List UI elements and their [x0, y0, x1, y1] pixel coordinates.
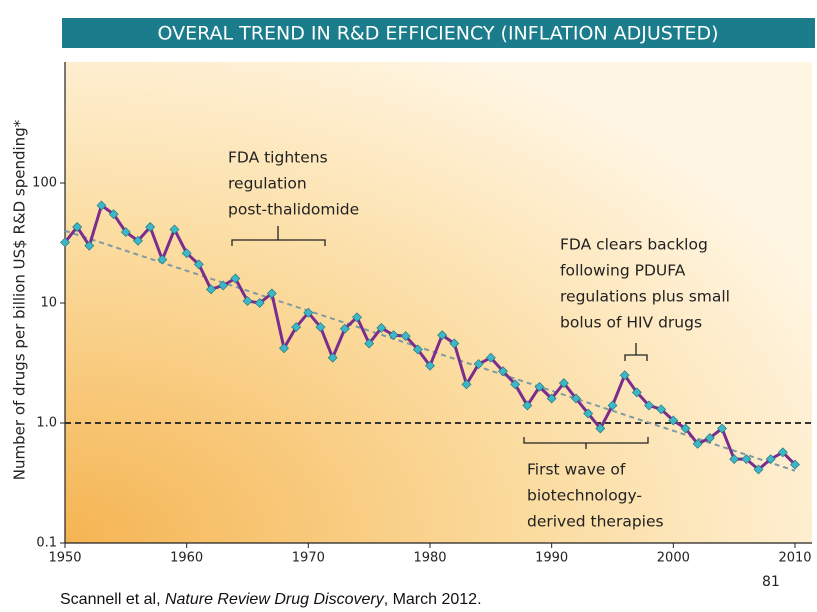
- annotation-text: FDA clears backlog: [560, 236, 708, 254]
- data-point: [729, 454, 740, 465]
- data-point: [315, 322, 326, 333]
- data-point: [339, 323, 350, 334]
- bracket: [624, 343, 648, 361]
- annotation-text: following PDUFA: [560, 262, 686, 280]
- data-point: [388, 330, 399, 341]
- data-point: [84, 240, 95, 251]
- annotation-text: FDA tightens: [228, 149, 328, 167]
- y-tick-label: 1.0: [36, 416, 57, 431]
- data-point: [571, 393, 581, 404]
- data-point: [157, 254, 168, 265]
- x-tick-label: 1960: [170, 551, 203, 566]
- annotation-text: biotechnology-: [527, 487, 642, 505]
- plot-background: [65, 62, 812, 543]
- y-tick-label: 10: [40, 296, 57, 311]
- data-point: [376, 322, 387, 333]
- data-point: [425, 360, 435, 371]
- data-point: [777, 447, 788, 458]
- data-point: [120, 227, 131, 237]
- annotations: FDA tightens regulation post-thalidomide FD…: [228, 149, 730, 531]
- data-point: [607, 400, 618, 411]
- annotation-text: post-thalidomide: [228, 201, 359, 219]
- data-point: [741, 454, 752, 465]
- data-point: [242, 296, 253, 306]
- data-point: [169, 224, 180, 235]
- data-point: [133, 235, 143, 246]
- data-point: [96, 200, 107, 211]
- source: Scannell et al, Nature Review Drug Disco…: [60, 591, 482, 608]
- annotation-text: derived therapies: [527, 513, 664, 531]
- data-point: [461, 379, 472, 390]
- chart-title: OVERAL TREND IN R&D EFFICIENCY (INFLATIO…: [157, 23, 718, 45]
- source-text: , March 2012.: [384, 591, 482, 608]
- y-axis-label: Number of drugs per billion US$ R&D spen…: [11, 119, 29, 480]
- data-point: [266, 288, 277, 299]
- page-number: 81: [762, 574, 780, 590]
- data-point: [181, 248, 192, 259]
- data-point: [254, 298, 265, 308]
- x-tick-label: 1970: [292, 551, 325, 566]
- trend-line: [64, 229, 796, 472]
- data-point: [485, 352, 496, 363]
- annotation-text: regulation: [228, 175, 307, 193]
- data-point: [364, 338, 375, 349]
- data-point: [510, 379, 521, 390]
- x-tick-label: 1980: [413, 551, 446, 566]
- data-point: [498, 366, 508, 377]
- data-point: [644, 400, 654, 411]
- data-point: [583, 408, 594, 419]
- annotation-text: First wave of: [527, 461, 626, 479]
- x-tick-label: 2000: [657, 551, 690, 566]
- data-point: [717, 423, 727, 434]
- x-tick-label: 2010: [778, 551, 811, 566]
- data-point: [327, 352, 338, 363]
- data-point: [279, 343, 289, 354]
- source-journal: Nature Review Drug Discovery: [165, 591, 385, 608]
- data-point: [145, 222, 156, 232]
- data-point: [449, 338, 460, 349]
- data-point: [619, 370, 630, 381]
- data-point: [558, 378, 569, 389]
- data-point: [72, 222, 83, 232]
- data-point: [400, 331, 411, 342]
- bracket: [231, 226, 326, 246]
- source-text: Scannell et al,: [60, 591, 165, 608]
- data-point: [534, 381, 545, 392]
- data-point: [206, 284, 216, 295]
- data-point: [412, 344, 423, 355]
- data-point: [473, 359, 484, 369]
- annotation-text: regulations plus small: [560, 288, 730, 306]
- data-point: [790, 459, 800, 470]
- annotation-text: bolus of HIV drugs: [560, 314, 702, 332]
- data-point: [668, 415, 679, 426]
- bracket: [523, 437, 649, 449]
- data-point: [291, 322, 302, 333]
- data-point: [631, 387, 642, 398]
- data-point: [546, 393, 557, 404]
- data-point: [193, 259, 204, 270]
- data-point: [352, 312, 362, 323]
- data-point: [60, 237, 70, 248]
- y-tick-label: 100: [32, 176, 57, 191]
- data-point: [108, 209, 119, 220]
- data-point: [437, 330, 448, 341]
- data-point: [230, 273, 241, 284]
- x-tick-label: 1950: [48, 551, 81, 566]
- data-point: [753, 464, 764, 475]
- data-point: [595, 423, 606, 434]
- data-point: [303, 307, 314, 318]
- data-point: [704, 433, 715, 443]
- data-point: [680, 423, 691, 434]
- x-tick-label: 1990: [535, 551, 568, 566]
- title-banner: [62, 18, 815, 48]
- data-point: [692, 438, 703, 449]
- data-point: [765, 454, 776, 465]
- data-point: [522, 400, 533, 411]
- data-point: [656, 404, 667, 415]
- y-tick-label: 0.1: [36, 536, 57, 551]
- data-point: [218, 280, 229, 291]
